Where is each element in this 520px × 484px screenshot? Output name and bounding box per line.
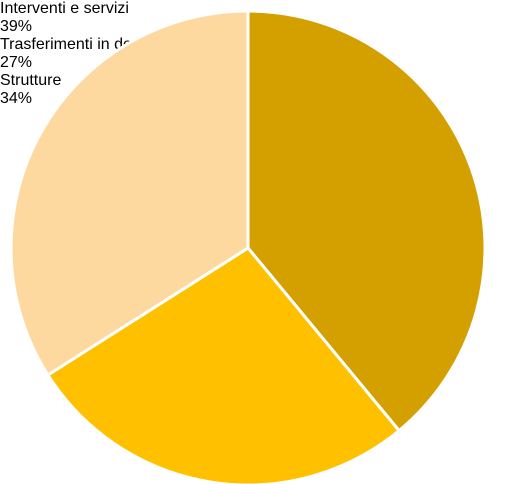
value-label: 34%	[0, 90, 33, 107]
pie-slice	[45, 246, 402, 484]
pie-slice	[246, 9, 487, 433]
category-label: Strutture	[0, 72, 62, 89]
slice-label: Strutture 34%	[0, 72, 120, 108]
pie-slice	[9, 9, 250, 378]
category-label: Interventi e servizi	[0, 0, 129, 17]
slice-label: Interventi e servizi 39%	[0, 0, 200, 36]
value-label: 27%	[0, 54, 33, 71]
value-label: 39%	[0, 18, 33, 35]
